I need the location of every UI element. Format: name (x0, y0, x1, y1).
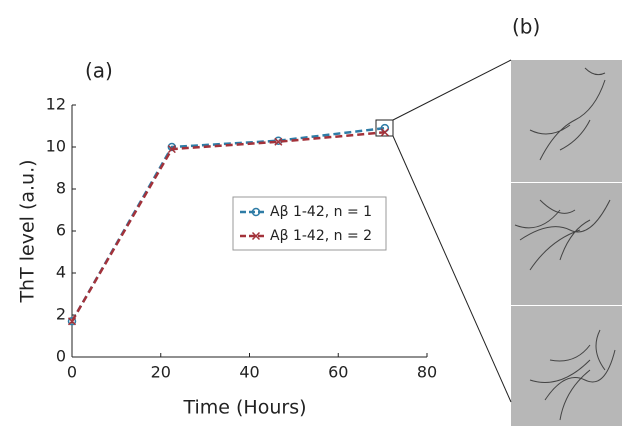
marker (274, 137, 283, 146)
y-tick-label: 2 (56, 305, 66, 324)
marker (67, 317, 77, 326)
micrographs (511, 60, 622, 426)
x-tick-label: 0 (67, 363, 77, 382)
y-tick-label: 4 (56, 263, 66, 282)
legend-label: Aβ 1-42, n = 1 (270, 204, 372, 220)
series-line (70, 131, 385, 322)
y-tick-label: 10 (46, 137, 66, 156)
micrograph (511, 60, 622, 182)
legend-box (232, 196, 387, 251)
marker (167, 145, 176, 154)
marker (251, 207, 261, 217)
fibrils (514, 67, 616, 421)
x-tick-label: 60 (328, 363, 348, 382)
y-tick-label: 12 (46, 95, 66, 114)
marker (251, 231, 261, 241)
panel-label: (b) (512, 15, 540, 39)
zoom-box (375, 119, 394, 137)
zoom-line (392, 135, 512, 403)
y-tick-label: 0 (56, 347, 66, 366)
x-axis-title: Time (Hours) (182, 397, 306, 419)
panel-label: (a) (85, 59, 113, 83)
x-tick-label: 20 (151, 363, 171, 382)
marker (380, 128, 389, 137)
y-tick-label: 6 (56, 221, 66, 240)
y-tick-label: 8 (56, 179, 66, 198)
zoom-line (392, 59, 512, 121)
marker (67, 317, 77, 326)
y-axis-title: ThT level (a.u.) (17, 159, 39, 303)
marker (167, 142, 177, 152)
x-tick-label: 40 (239, 363, 259, 382)
x-tick-label: 80 (417, 363, 437, 382)
legend-label: Aβ 1-42, n = 2 (270, 228, 372, 244)
micrograph (511, 306, 622, 426)
